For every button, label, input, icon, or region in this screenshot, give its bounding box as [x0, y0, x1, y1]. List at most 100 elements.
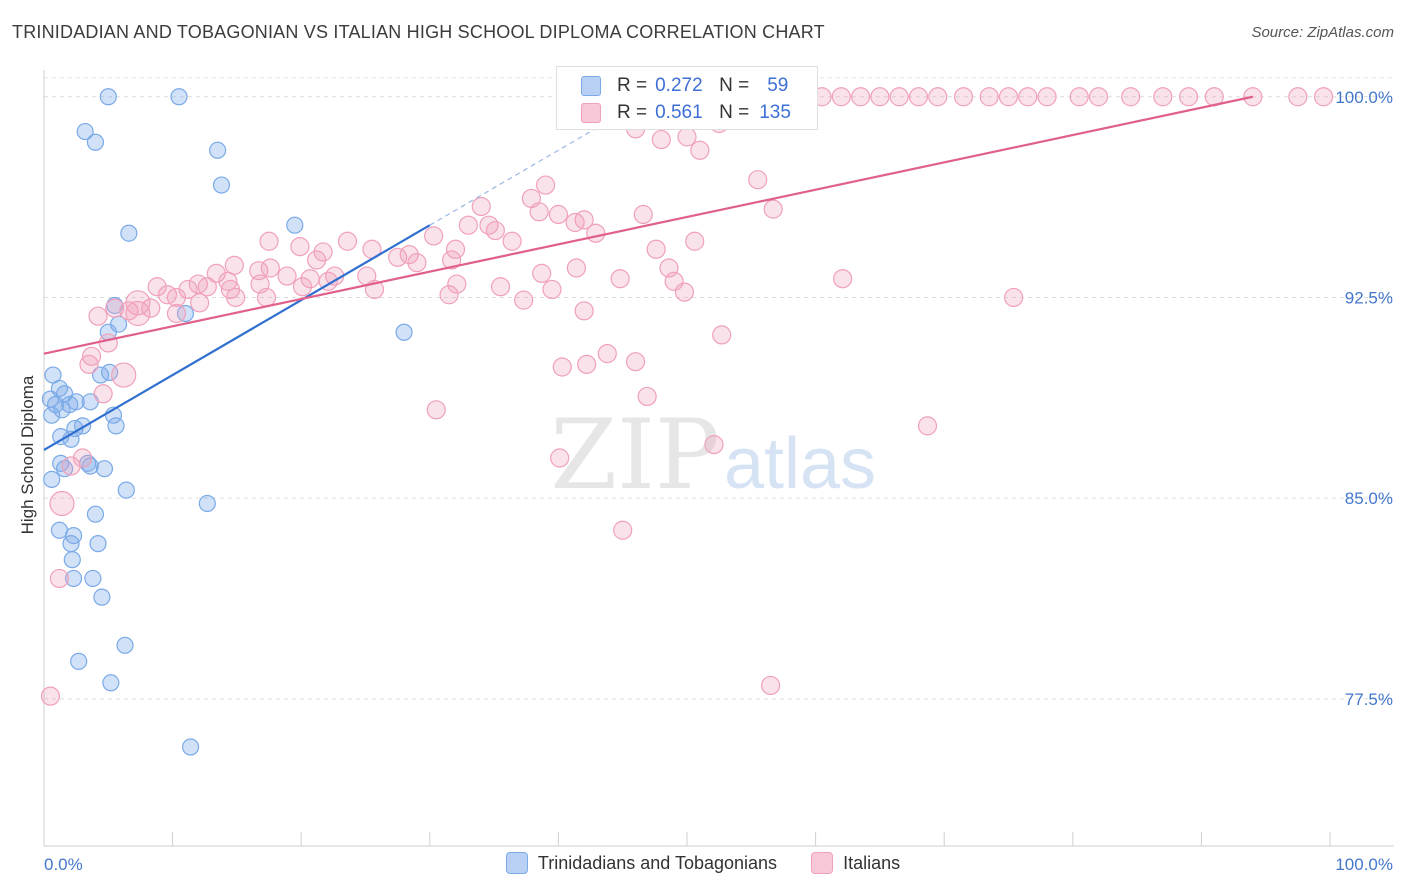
- point-italian: [1018, 87, 1038, 107]
- chart-title: TRINIDADIAN AND TOBAGONIAN VS ITALIAN HI…: [12, 22, 825, 42]
- point-italian: [674, 282, 695, 302]
- point-italian: [290, 237, 310, 257]
- point-italian: [197, 277, 217, 297]
- point-italian: [586, 223, 606, 243]
- point-italian: [125, 300, 151, 327]
- trend-line-italian: [43, 95, 1254, 355]
- point-italian: [1121, 87, 1141, 107]
- y-tick-label: 92.5%: [1345, 288, 1393, 307]
- point-italian: [870, 87, 890, 107]
- point-italian: [447, 274, 467, 294]
- point-italian: [105, 298, 125, 318]
- point-italian: [597, 344, 617, 364]
- point-italian: [625, 352, 646, 372]
- point-italian: [712, 325, 732, 345]
- point-trinidadian: [102, 674, 120, 692]
- legend-label: Trinidadians and Tobagonians: [537, 852, 778, 873]
- point-trinidadian: [120, 224, 138, 242]
- point-italian: [565, 212, 585, 233]
- point-italian: [88, 306, 108, 326]
- watermark-zip: ZIP: [550, 399, 719, 511]
- point-trinidadian: [63, 551, 81, 569]
- legend-item-italians: Italians: [811, 852, 900, 874]
- point-italian: [224, 255, 244, 275]
- point-italian: [260, 258, 280, 278]
- stats-legend: R = 0.272 N = 59 R = 0.561 N = 135: [556, 66, 818, 130]
- point-italian: [613, 520, 633, 540]
- point-italian: [542, 279, 562, 300]
- source-label: Source: ZipAtlas.com: [1251, 24, 1394, 41]
- point-italian: [256, 287, 277, 308]
- point-italian: [566, 258, 587, 278]
- point-italian: [1004, 287, 1024, 308]
- point-italian: [119, 301, 139, 321]
- stats-swatch-blue: [581, 76, 601, 96]
- point-italian: [277, 266, 297, 286]
- point-italian: [61, 456, 81, 476]
- point-italian: [763, 199, 783, 219]
- stats-n-value: 59: [767, 75, 789, 96]
- point-italian: [79, 354, 99, 374]
- x-tick-label: 100.0%: [1335, 855, 1393, 874]
- point-italian: [685, 231, 705, 251]
- point-italian: [426, 400, 446, 420]
- point-italian: [141, 298, 161, 318]
- point-italian: [889, 87, 909, 107]
- point-italian: [226, 287, 246, 308]
- point-trinidadian: [70, 652, 88, 670]
- point-trinidadian: [395, 323, 413, 341]
- point-trinidadian: [212, 176, 231, 194]
- point-italian: [337, 231, 358, 251]
- legend-swatch-blue: [505, 852, 528, 874]
- point-italian: [490, 277, 511, 297]
- point-trinidadian: [67, 393, 85, 411]
- point-trinidadian: [81, 457, 99, 475]
- point-italian: [574, 301, 594, 321]
- point-trinidadian: [86, 133, 105, 151]
- point-italian: [831, 87, 851, 107]
- point-trinidadian: [93, 588, 111, 606]
- bottom-legend: Trinidadians and Tobagonians Italians: [0, 852, 1406, 874]
- point-italian: [550, 448, 570, 468]
- point-italian: [471, 196, 491, 217]
- point-trinidadian: [86, 505, 105, 523]
- point-italian: [1069, 87, 1089, 107]
- watermark-atlas: atlas: [724, 424, 876, 504]
- point-italian: [166, 287, 187, 308]
- point-trinidadian: [76, 122, 94, 141]
- point-italian: [424, 226, 444, 246]
- point-trinidadian: [95, 460, 114, 478]
- point-trinidadian: [182, 738, 200, 756]
- y-tick-label: 85.0%: [1345, 489, 1393, 508]
- point-italian: [646, 239, 666, 259]
- point-trinidadian: [55, 460, 74, 478]
- point-italian: [548, 204, 569, 225]
- point-italian: [651, 129, 671, 150]
- point-italian: [485, 220, 505, 241]
- point-italian: [442, 250, 462, 270]
- point-italian: [407, 253, 427, 273]
- point-trinidadian: [53, 401, 71, 419]
- point-trinidadian: [62, 535, 80, 553]
- point-trinidadian: [91, 366, 110, 384]
- point-trinidadian: [117, 481, 135, 499]
- point-trinidadian: [84, 569, 102, 588]
- legend-label: Italians: [843, 852, 901, 873]
- point-italian: [908, 87, 929, 107]
- point-italian: [1313, 87, 1334, 107]
- point-italian: [1288, 87, 1308, 107]
- point-italian: [40, 686, 61, 706]
- point-trinidadian: [198, 494, 216, 513]
- point-italian: [953, 87, 974, 107]
- point-italian: [388, 247, 408, 267]
- point-italian: [399, 245, 419, 265]
- point-italian: [514, 290, 534, 310]
- point-italian: [166, 303, 187, 324]
- point-italian: [633, 204, 653, 225]
- y-tick-label: 77.5%: [1345, 690, 1393, 709]
- point-italian: [928, 87, 948, 107]
- point-italian: [49, 568, 70, 589]
- point-italian: [833, 269, 853, 289]
- point-italian: [535, 175, 556, 195]
